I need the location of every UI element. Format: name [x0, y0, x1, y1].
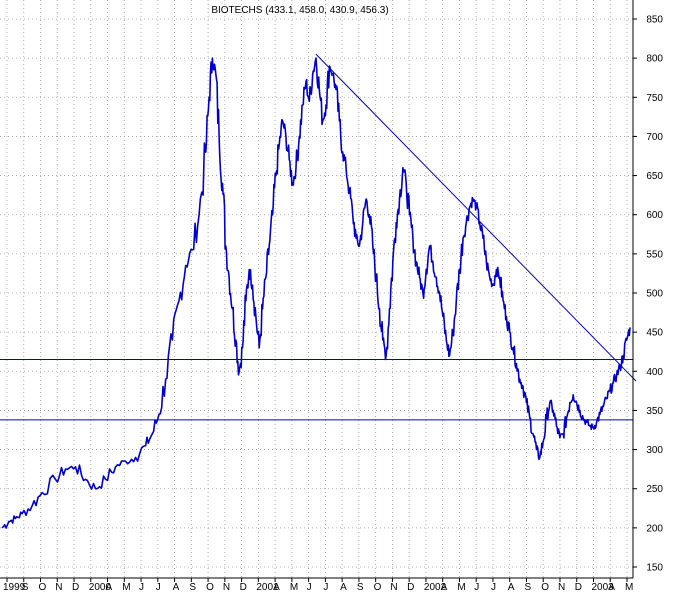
x-tick-label: D: [407, 582, 414, 592]
chart-title: BIOTECHS (433.1, 458.0, 430.9, 456.3): [211, 5, 388, 16]
x-tick-label: D: [240, 582, 247, 592]
y-tick-label: 450: [646, 328, 663, 339]
grid: [0, 0, 633, 578]
x-tick-label: N: [55, 582, 62, 592]
x-tick-label: M: [457, 582, 465, 592]
y-tick-label: 350: [646, 406, 663, 417]
x-tick-label: 1999: [3, 582, 26, 592]
y-tick-label: 500: [646, 289, 663, 300]
x-tick-label: J: [156, 582, 161, 592]
x-tick-label: O: [374, 582, 382, 592]
y-tick-label: 300: [646, 445, 663, 456]
x-tick-label: S: [357, 582, 364, 592]
x-tick-label: J: [139, 582, 144, 592]
series-line: [1, 57, 631, 529]
x-tick-label: J: [323, 582, 328, 592]
y-tick-label: 650: [646, 171, 663, 182]
x-tick-label: 2000: [89, 582, 112, 592]
x-tick-label: N: [223, 582, 230, 592]
y-tick-label: 800: [646, 54, 663, 65]
y-tick-label: 200: [646, 523, 663, 534]
x-tick-label: O: [206, 582, 214, 592]
x-tick-label: N: [390, 582, 397, 592]
x-tick-label: A: [608, 582, 615, 592]
y-tick-label: 600: [646, 210, 663, 221]
x-tick-label: A: [508, 582, 515, 592]
plot-area: [0, 53, 637, 529]
x-tick-label: S: [189, 582, 196, 592]
x-tick-label: A: [441, 582, 448, 592]
y-tick-label: 850: [646, 15, 663, 26]
y-tick-label: 150: [646, 563, 663, 574]
x-tick-label: O: [39, 582, 47, 592]
x-tick-label: M: [290, 582, 298, 592]
x-tick-label: 2001: [256, 582, 279, 592]
trendline: [315, 53, 637, 382]
y-tick-label: 700: [646, 132, 663, 143]
y-tick-label: 550: [646, 249, 663, 260]
x-tick-label: 2003: [591, 582, 614, 592]
x-tick-label: M: [122, 582, 130, 592]
x-tick-label: A: [173, 582, 180, 592]
x-tick-label: D: [72, 582, 79, 592]
x-tick-label: J: [474, 582, 479, 592]
x-tick-label: D: [575, 582, 582, 592]
y-tick-label: 400: [646, 367, 663, 378]
x-tick-label: J: [307, 582, 312, 592]
x-tick-label: N: [558, 582, 565, 592]
x-tick-label: S: [524, 582, 531, 592]
x-tick-label: M: [625, 582, 633, 592]
x-tick-label: J: [491, 582, 496, 592]
y-tick-label: 250: [646, 484, 663, 495]
x-tick-label: A: [340, 582, 347, 592]
x-tick-label: A: [273, 582, 280, 592]
x-tick-label: A: [106, 582, 113, 592]
x-tick-label: 2002: [424, 582, 447, 592]
y-tick-label: 750: [646, 93, 663, 104]
x-tick-label: S: [22, 582, 29, 592]
x-tick-label: O: [541, 582, 549, 592]
